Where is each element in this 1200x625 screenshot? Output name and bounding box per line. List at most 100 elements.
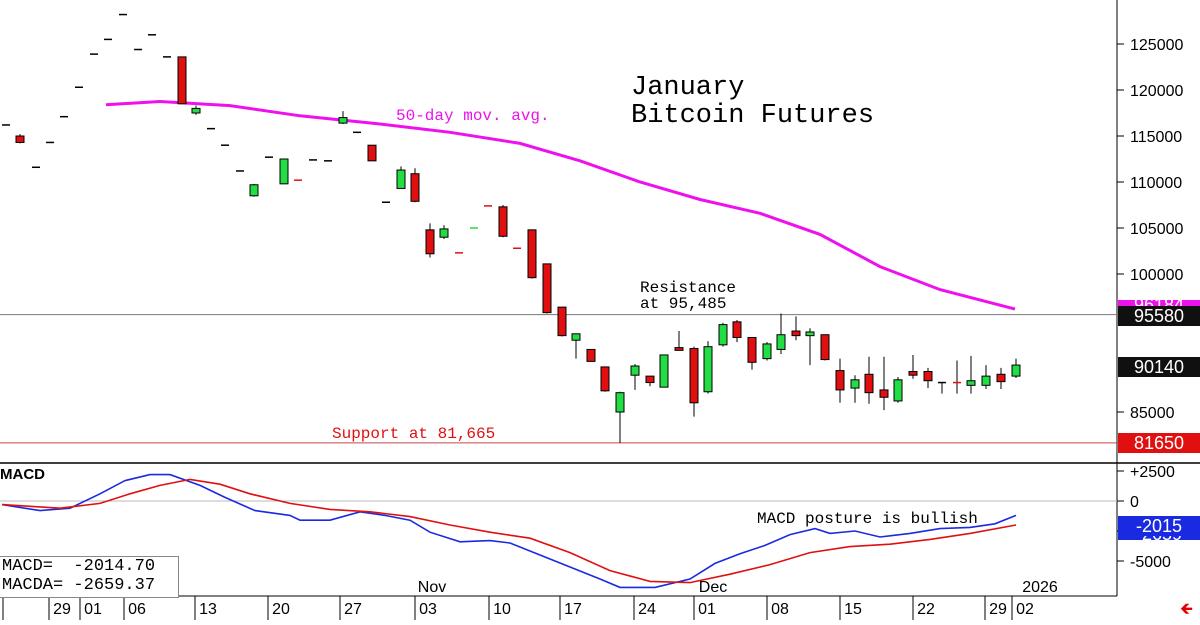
candle (893, 377, 903, 403)
candle (908, 354, 918, 379)
x-axis-tick-label: 17 (564, 601, 582, 618)
candle-body (879, 389, 889, 398)
x-axis-month-label: Nov (418, 579, 446, 596)
candle (571, 333, 581, 359)
candle-body (762, 343, 772, 360)
candle (191, 105, 201, 115)
candle-body (776, 334, 786, 350)
candle-body (396, 169, 406, 189)
candle (835, 358, 845, 403)
x-axis-tick-label: 08 (771, 601, 789, 618)
candle (938, 381, 946, 394)
candle (396, 166, 406, 189)
candle-body (805, 331, 815, 337)
candle (527, 229, 537, 279)
macd-badge: -2015 (1118, 516, 1200, 536)
candle-body (864, 373, 874, 394)
moving-average-badge: 96184 (1118, 300, 1200, 310)
candle (425, 223, 435, 258)
candle-body (571, 333, 581, 341)
x-axis-tick-label: 22 (917, 601, 935, 618)
x-axis-tick-label: 27 (344, 601, 362, 618)
chart-title-line-1: January (631, 73, 745, 103)
candle-body (586, 348, 596, 362)
candle-body (659, 354, 669, 388)
chart-title-line-2: Bitcoin Futures (631, 101, 875, 131)
candle-body (498, 206, 508, 237)
candle (732, 320, 742, 343)
candle (953, 360, 961, 394)
candle (645, 375, 655, 387)
candle (703, 341, 713, 394)
candle-body (689, 348, 699, 404)
candle (674, 331, 684, 351)
candle-body (557, 306, 567, 337)
x-axis-month-label: 2026 (1022, 579, 1058, 596)
candle-body (367, 144, 377, 162)
resistance-label-line-1: Resistance (640, 279, 737, 297)
price-y-tick-label: 105000 (1130, 221, 1183, 238)
candle (966, 355, 976, 394)
candle-body (835, 370, 845, 391)
candle-body (908, 371, 918, 376)
candle-body (850, 379, 860, 389)
price-y-tick-label: 100000 (1130, 267, 1183, 284)
candle (864, 356, 874, 404)
candle (850, 375, 860, 403)
candle-body (1011, 364, 1021, 377)
candle-body (630, 365, 640, 376)
candle (410, 168, 420, 203)
macd-y-tick-label: 0 (1130, 494, 1139, 511)
support-price-badge: 81650 (1118, 433, 1200, 453)
support-label: Support at 81,665 (332, 425, 496, 443)
candle (776, 313, 786, 355)
candle (338, 111, 348, 125)
price-y-tick-label: 85000 (1130, 405, 1175, 422)
x-axis-tick-label: 02 (1016, 601, 1034, 618)
macd-annotation: MACD posture is bullish (757, 510, 978, 528)
x-axis-tick-label: 01 (698, 601, 716, 618)
candle-body (279, 158, 289, 185)
candle-body (410, 173, 420, 202)
candle (689, 346, 699, 417)
axis-layer: 125000 120000 115000 110000 105000 100000 8500… (2, 37, 1183, 620)
candle-body (249, 184, 259, 197)
x-axis-tick-label: 10 (493, 601, 511, 618)
candle (762, 342, 772, 361)
resistance-label-line-2: at 95,485 (640, 295, 727, 313)
x-axis-tick-label: 29 (989, 601, 1007, 618)
candle-body (718, 324, 728, 346)
candle (659, 354, 669, 388)
candle (249, 183, 259, 197)
candle (586, 348, 596, 362)
candle (630, 364, 640, 390)
moving-average-label: 50-day mov. avg. (396, 107, 550, 125)
candle-body (674, 347, 684, 351)
x-axis-tick-label: 01 (84, 601, 102, 618)
last-price-badge: 90140 (1118, 357, 1200, 377)
candle-body (645, 375, 655, 384)
macd-readout-box: MACD= -2014.70 MACDA= -2659.37 (0, 556, 179, 598)
x-axis-tick-label: 03 (419, 601, 437, 618)
candle (279, 158, 289, 185)
candle (615, 391, 625, 443)
x-axis-tick-label: 13 (199, 601, 217, 618)
candle-body (923, 371, 933, 382)
candle-body (703, 346, 713, 393)
candle (15, 134, 25, 144)
macd-readout-row: MACD= -2014.70 (2, 557, 156, 576)
candle-body (191, 107, 201, 114)
moving-average-line (105, 99, 1016, 311)
candle (1011, 358, 1021, 378)
price-y-tick-label: 125000 (1130, 37, 1183, 54)
candle-body (732, 321, 742, 338)
x-axis-tick-label: 06 (128, 601, 146, 618)
candle (542, 263, 552, 314)
candle-body (791, 330, 801, 337)
candle (981, 365, 991, 389)
candle-body (527, 229, 537, 279)
price-y-tick-label: 120000 (1130, 83, 1183, 100)
macd-plot (0, 473, 1118, 589)
scroll-left-arrow-icon[interactable]: 🡸 (1180, 599, 1193, 618)
